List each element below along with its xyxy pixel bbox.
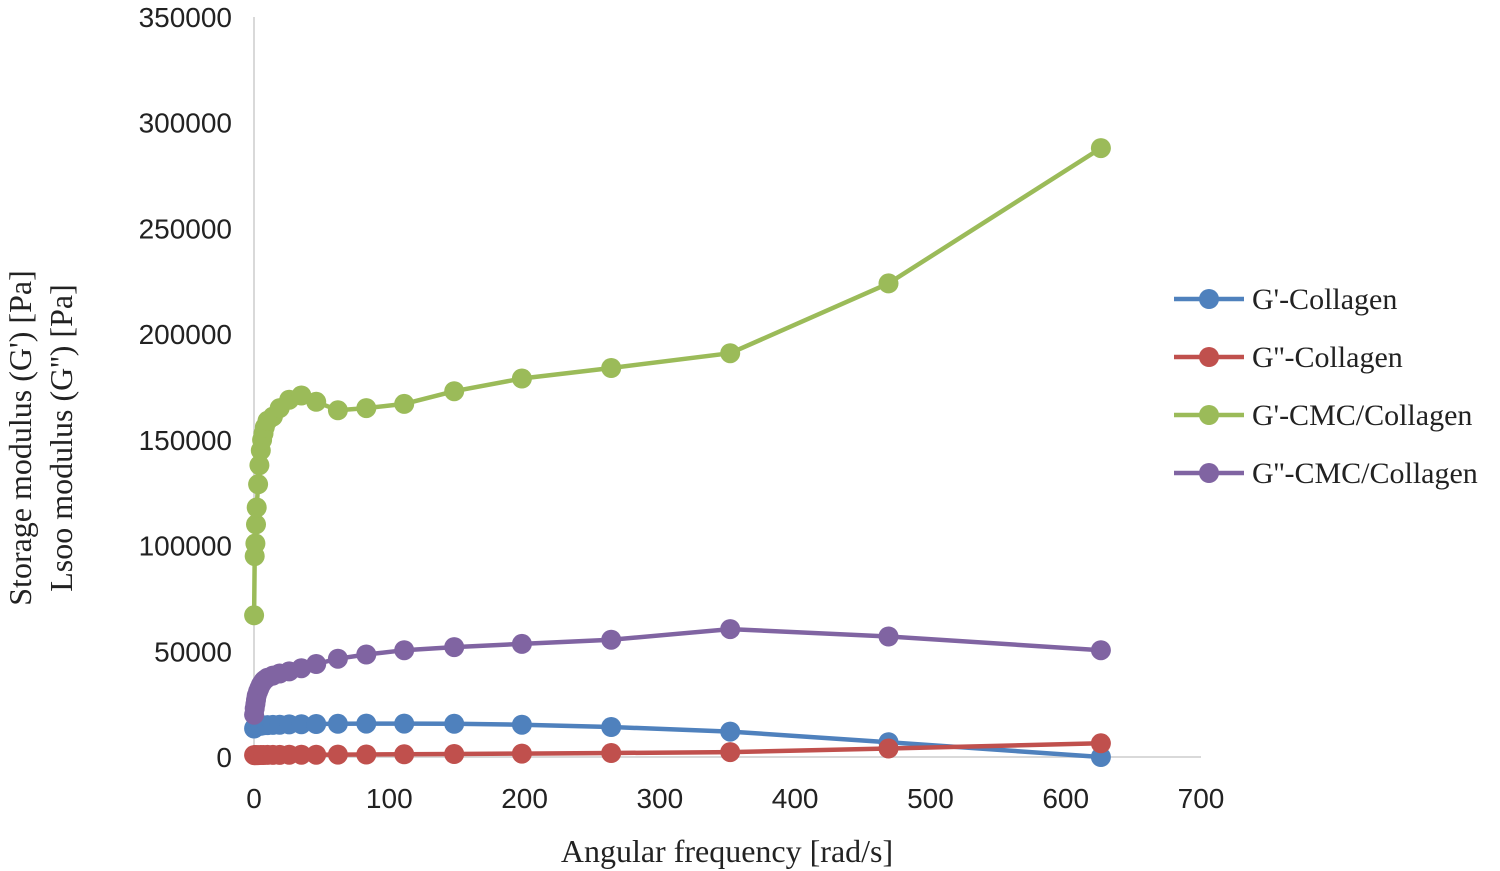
series-0-point-17 <box>511 714 532 735</box>
series-2-point-22 <box>601 358 622 378</box>
series-1-point-16 <box>444 744 465 764</box>
y-axis-title-line-1: Storage modulus (G') [Pa] <box>2 270 38 605</box>
x-axis-title: Angular frequency [rad/s] <box>561 833 893 869</box>
series-3-point-20 <box>444 637 465 658</box>
series-0-point-12 <box>306 714 327 734</box>
legend-item-0: G'-Collagen <box>1174 283 1397 316</box>
series-0-point-15 <box>394 713 415 734</box>
x-tick-label-3: 300 <box>636 783 683 814</box>
series-layer <box>244 138 1111 767</box>
y-tick-label-6: 300000 <box>139 108 232 139</box>
series-2-point-20 <box>444 381 465 402</box>
x-tick-label-5: 500 <box>907 783 954 814</box>
series-3-point-22 <box>601 629 622 650</box>
series-1-point-18 <box>601 743 622 763</box>
series-1 <box>244 733 1111 766</box>
series-2-point-16 <box>306 391 327 412</box>
x-tick-label-7: 700 <box>1178 783 1225 814</box>
series-0-point-11 <box>291 714 312 735</box>
y-tick-label-3: 150000 <box>139 425 232 456</box>
series-1-point-11 <box>291 744 312 765</box>
series-3-point-25 <box>1090 640 1111 661</box>
x-tick-label-1: 100 <box>366 783 413 814</box>
series-0-point-19 <box>720 721 741 742</box>
series-1-point-21 <box>1090 733 1111 754</box>
legend-swatch-marker-1 <box>1199 347 1219 367</box>
series-2-point-17 <box>327 400 348 421</box>
legend-item-1: G''-Collagen <box>1174 341 1403 374</box>
series-2-point-24 <box>878 273 899 294</box>
y-tick-label-5: 250000 <box>139 213 232 244</box>
y-tick-label-0: 0 <box>216 742 232 773</box>
series-1-point-14 <box>356 744 377 765</box>
legend-label-1: G''-Collagen <box>1252 341 1403 374</box>
series-0-point-13 <box>327 713 348 734</box>
series-3-point-18 <box>356 644 377 665</box>
series-0-point-21 <box>1090 747 1111 767</box>
y-tick-label-7: 350000 <box>139 2 232 33</box>
series-3-point-21 <box>511 633 532 654</box>
series-2-point-3 <box>246 514 266 535</box>
series-0-point-16 <box>444 713 465 734</box>
series-3 <box>244 619 1111 725</box>
x-tick-label-2: 200 <box>501 783 548 814</box>
legend-swatch-marker-2 <box>1199 405 1219 425</box>
series-1-point-15 <box>394 744 415 765</box>
y-tick-label-1: 50000 <box>154 636 232 667</box>
series-2-point-23 <box>720 343 741 364</box>
series-1-point-19 <box>720 742 741 763</box>
series-2-point-5 <box>248 474 269 495</box>
y-tick-label-4: 200000 <box>139 319 232 350</box>
legend-label-3: G''-CMC/Collagen <box>1252 457 1478 490</box>
series-3-point-16 <box>306 654 327 674</box>
legend-item-3: G''-CMC/Collagen <box>1174 457 1478 490</box>
y-axis-title-line-2: Lsoo modulus (G'') [Pa] <box>43 284 79 592</box>
series-2 <box>244 138 1111 626</box>
series-2-point-4 <box>246 497 267 518</box>
y-tick-label-2: 100000 <box>139 531 232 562</box>
series-line-3 <box>251 626 1104 717</box>
series-0-point-18 <box>601 717 622 737</box>
series-3-point-17 <box>327 648 348 669</box>
series-0-point-14 <box>356 713 377 734</box>
x-tick-label-0: 0 <box>246 783 262 814</box>
series-2-point-2 <box>245 533 266 554</box>
legend-label-2: G'-CMC/Collagen <box>1252 399 1472 432</box>
series-1-point-12 <box>306 744 327 765</box>
x-tick-labels: 0 100 200 300 400 500 600 700 <box>246 783 1224 814</box>
series-line-2 <box>251 145 1104 618</box>
series-3-point-23 <box>720 619 741 640</box>
legend-swatch-marker-3 <box>1199 463 1219 483</box>
series-2-point-25 <box>1090 138 1111 159</box>
series-3-point-19 <box>394 640 415 661</box>
y-tick-labels: 0 50000 100000 150000 200000 250000 300000 3500… <box>139 2 232 773</box>
legend-item-2: G'-CMC/Collagen <box>1174 399 1472 432</box>
x-tick-label-6: 600 <box>1042 783 1089 814</box>
x-tick-label-4: 400 <box>772 783 819 814</box>
series-2-point-19 <box>394 393 415 414</box>
legend-label-0: G'-Collagen <box>1252 283 1397 316</box>
series-1-point-17 <box>511 743 532 764</box>
series-2-point-0 <box>244 605 265 626</box>
series-1-point-20 <box>878 738 899 759</box>
legend-swatch-marker-0 <box>1199 289 1219 309</box>
legend: G'-Collagen G''-Collagen G'-CMC/Collagen G'… <box>1174 283 1478 490</box>
series-2-point-21 <box>511 368 532 389</box>
series-1-point-13 <box>327 744 348 765</box>
series-2-point-6 <box>249 455 270 476</box>
series-3-point-24 <box>878 626 899 647</box>
series-2-point-18 <box>356 398 377 419</box>
